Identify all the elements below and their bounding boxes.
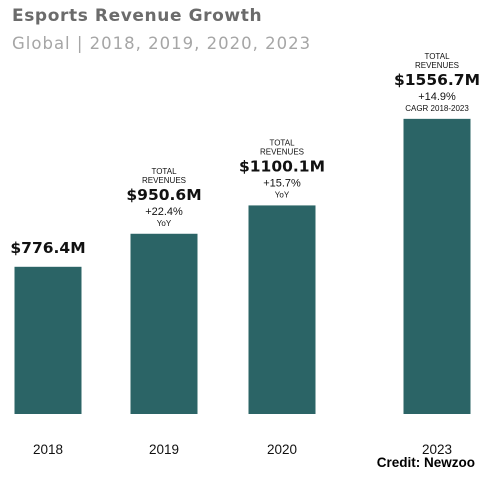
bar-2020 [248, 205, 316, 414]
x-tick-label: 2019 [149, 442, 179, 457]
bar-2018 [14, 266, 82, 414]
growth-note-label: YoY [157, 219, 172, 228]
value-label: $776.4M [10, 239, 85, 257]
x-tick-label: 2018 [33, 442, 63, 457]
total-revenues-label: TOTAL REVENUES [415, 52, 459, 70]
x-tick-label: 2020 [267, 442, 297, 457]
chart-title: Esports Revenue Growth [12, 6, 263, 26]
value-label: $950.6M [126, 186, 201, 204]
growth-note-label: YoY [275, 190, 290, 199]
growth-label: +15.7% [263, 177, 301, 189]
value-label: $1100.1M [239, 157, 325, 175]
total-revenues-label: TOTAL REVENUES [260, 138, 304, 156]
credit-label: Credit: Newzoo [376, 455, 475, 470]
value-label: $1556.7M [394, 71, 480, 89]
growth-note-label: CAGR 2018-2023 [405, 104, 469, 113]
chart-subtitle: Global | 2018, 2019, 2020, 2023 [12, 34, 312, 53]
bar-2023 [403, 118, 471, 415]
total-revenues-label: TOTAL REVENUES [142, 167, 186, 185]
bar-2019 [130, 233, 198, 414]
x-tick-label: 2023 [422, 442, 452, 457]
growth-label: +14.9% [418, 91, 456, 103]
growth-label: +22.4% [145, 206, 183, 218]
